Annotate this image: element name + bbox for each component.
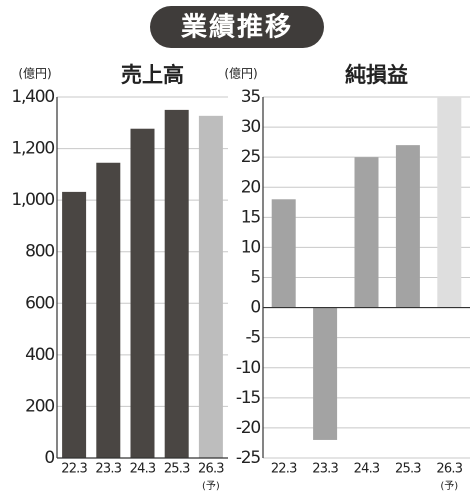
x-tick-label: 22.3 [271, 462, 297, 477]
y-tick-label: 600 [25, 293, 54, 313]
x-tick-label: 25.3 [164, 462, 190, 477]
y-tick-label: 10 [241, 237, 261, 257]
bar [354, 157, 379, 308]
page-title: 業績推移 [181, 13, 293, 43]
bar [164, 109, 189, 459]
y-tick-label: 0 [44, 448, 54, 468]
bar [313, 307, 338, 440]
y-tick-label: -15 [236, 388, 261, 408]
bar [395, 145, 420, 308]
y-tick-label: 25 [241, 147, 261, 167]
forecast-note: (予) [440, 480, 458, 492]
y-tick-label: -25 [236, 448, 261, 468]
x-tick-label: 24.3 [130, 462, 156, 477]
y-tick-label: 0 [250, 298, 260, 318]
x-tick-label: 23.3 [95, 462, 121, 477]
x-tick-label: 25.3 [395, 462, 421, 477]
bar [271, 199, 296, 308]
forecast-note: (予) [202, 480, 220, 492]
unit-label: (億円) [18, 67, 51, 81]
chart-title: 売上高 [121, 63, 184, 87]
y-tick-label: 1,200 [11, 139, 54, 159]
unit-label: (億円) [224, 67, 257, 81]
x-tick-label: 24.3 [354, 462, 380, 477]
y-tick-label: 20 [241, 177, 261, 197]
x-tick-label: 26.3 [436, 462, 462, 477]
y-tick-label: 30 [241, 117, 261, 137]
y-tick-label: -20 [236, 418, 261, 438]
bar [437, 97, 462, 308]
y-tick-label: 200 [25, 396, 54, 416]
y-tick-label: 400 [25, 345, 54, 365]
title-pill [150, 6, 324, 48]
y-tick-label: 35 [241, 87, 261, 107]
bar [130, 128, 155, 458]
bar [96, 162, 121, 458]
y-tick-label: -10 [236, 358, 261, 378]
y-tick-label: 1,000 [11, 190, 54, 210]
chart-title: 純損益 [345, 63, 408, 87]
y-tick-label: 800 [25, 242, 54, 262]
y-tick-label: 15 [241, 207, 261, 227]
x-tick-label: 23.3 [312, 462, 338, 477]
x-tick-label: 26.3 [198, 462, 224, 477]
bar [62, 191, 87, 459]
y-tick-label: -5 [245, 328, 260, 348]
y-tick-label: 1,400 [11, 87, 54, 107]
bar [198, 115, 223, 458]
x-tick-label: 22.3 [61, 462, 87, 477]
y-tick-label: 5 [250, 268, 260, 288]
